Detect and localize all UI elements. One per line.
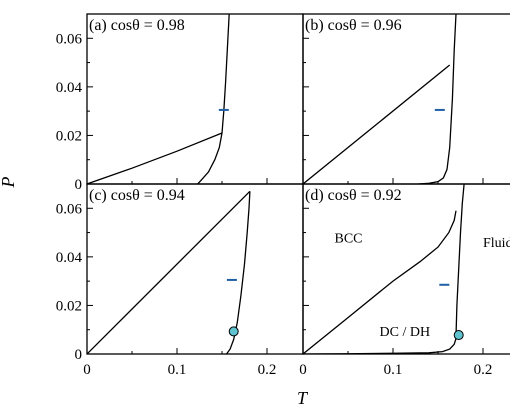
phase-boundary-line: [303, 335, 458, 354]
y-tick-label: 0.02: [56, 128, 82, 144]
x-tick-label: 0: [83, 362, 91, 378]
phase-boundary-line: [455, 184, 465, 336]
panel-label: (c) cosθ = 0.94: [89, 187, 185, 204]
panel-label: (d) cosθ = 0.92: [305, 187, 402, 204]
x-axis-title: T: [297, 388, 309, 408]
panel-label: (a) cosθ = 0.98: [89, 17, 185, 34]
x-tick-label: 0.1: [384, 362, 403, 378]
x-tick-label: 0: [299, 362, 307, 378]
phase-boundary-line: [87, 132, 223, 184]
y-tick-label: 0: [75, 347, 83, 363]
panel-frame: [302, 183, 510, 355]
phase-boundary-line: [87, 190, 251, 354]
y-tick-label: 0.04: [56, 250, 83, 266]
panel-3: 0 0.1 0.2 BCC Fluid DC / DH (d) cosθ = 0.92: [299, 183, 510, 378]
x-tick-label: 0.2: [474, 362, 493, 378]
y-tick-label: 0.04: [56, 80, 83, 96]
panel-0: 0 0.02 0.04 0.06 (a) cosθ = 0.98: [56, 13, 304, 193]
phase-boundary-line: [418, 14, 457, 184]
phase-boundary-line: [225, 191, 251, 354]
panel-frame: [86, 183, 304, 355]
x-tick-label: 0.1: [168, 362, 187, 378]
phase-boundary-line: [303, 64, 451, 184]
y-tick-label: 0.02: [56, 298, 82, 314]
phase-boundary-line: [303, 210, 457, 354]
y-tick-label: 0.06: [56, 31, 83, 47]
critical-point-marker: [228, 326, 239, 337]
region-label: BCC: [335, 231, 363, 246]
region-label: DC / DH: [380, 325, 431, 340]
y-tick-label: 0: [75, 177, 83, 193]
y-tick-label: 0.06: [56, 201, 83, 217]
critical-point-marker: [453, 330, 464, 341]
panel-frame: [86, 13, 304, 185]
phase-boundary-line: [197, 14, 230, 184]
panel-2: 0 0.02 0.04 0.06 0 0.1 0.2 (c) cosθ = 0.94: [56, 183, 304, 378]
y-axis-title: P: [0, 177, 18, 189]
panel-label: (b) cosθ = 0.96: [305, 17, 402, 34]
x-tick-label: 0.2: [258, 362, 277, 378]
panel-1: (b) cosθ = 0.96: [302, 13, 510, 185]
region-label: Fluid: [483, 236, 510, 251]
